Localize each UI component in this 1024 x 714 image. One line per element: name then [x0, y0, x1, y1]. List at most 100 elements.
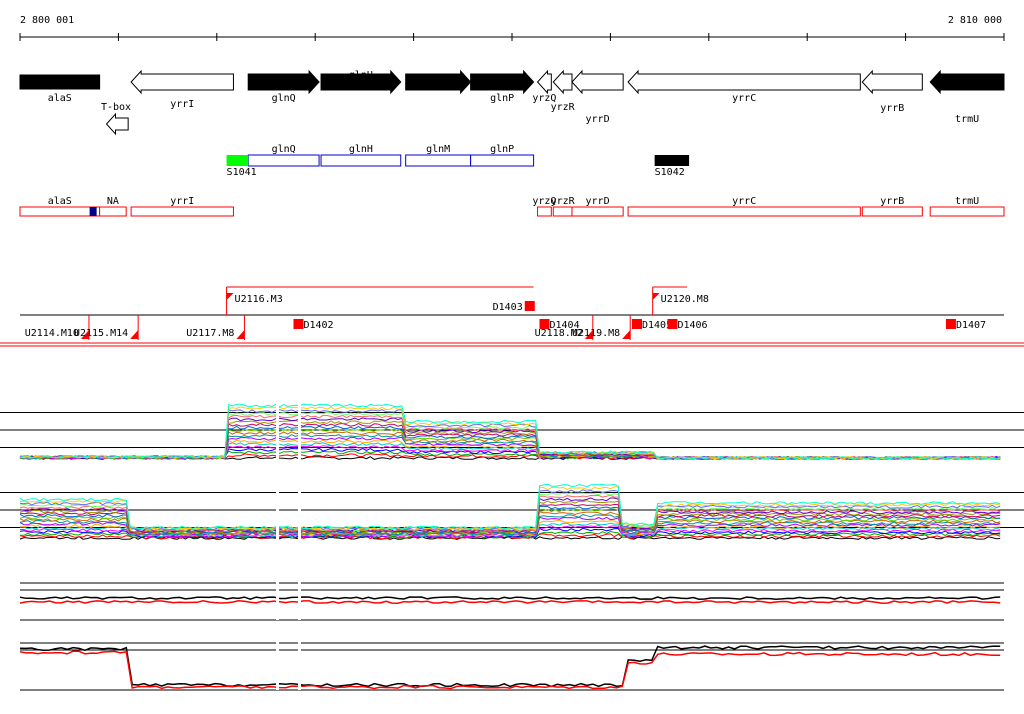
annotation-label-yrzQ: yrzQ	[532, 196, 556, 207]
segment-label-U2120.M8: U2120.M8	[661, 294, 709, 305]
site-marker-S1042[interactable]	[654, 155, 690, 166]
gene-label-glnH: glnH	[349, 70, 373, 81]
gene-arrow-yrzQ[interactable]	[536, 69, 552, 95]
segment-flag[interactable]	[236, 330, 245, 339]
operon-box-glnM[interactable]	[405, 154, 472, 167]
summary-line	[19, 596, 1001, 600]
site-marker-S1041[interactable]	[226, 155, 249, 166]
panel-gap	[276, 580, 279, 620]
segment-flag[interactable]	[652, 293, 660, 300]
operon-label-glnP: glnP	[490, 144, 514, 155]
tbox-arrow	[105, 112, 129, 136]
operon-track[interactable]: glnQ glnH glnM glnP S1041 S1042	[226, 144, 690, 178]
expression-line	[19, 500, 1001, 533]
marker-D1404[interactable]	[539, 319, 550, 329]
expression-line	[19, 403, 1001, 460]
gene-label-yrrD: yrrD	[586, 114, 610, 125]
expression-line	[20, 525, 1001, 538]
operon-label-glnQ: glnQ	[272, 144, 296, 155]
gene-arrow-yrrI[interactable]	[130, 69, 234, 95]
summary-panel-summary-reverse	[19, 640, 1004, 691]
operon-box-glnQ[interactable]	[247, 154, 320, 167]
annotation-label-NA: NA	[107, 196, 119, 207]
site-label-S1041: S1041	[227, 167, 257, 178]
marker-D1405[interactable]	[632, 319, 643, 329]
annotation-mark	[89, 207, 97, 216]
annotation-box-trmU[interactable]	[929, 206, 1005, 217]
gene-label-yrrB: yrrB	[880, 103, 904, 114]
gene-arrow-glnM[interactable]	[405, 69, 472, 95]
operon-label-glnM: glnM	[426, 144, 450, 155]
expression-line	[19, 533, 1001, 540]
segment-flag[interactable]	[80, 330, 89, 339]
gene-label-glnP: glnP	[490, 93, 514, 104]
expression-line	[19, 411, 1001, 460]
expression-panels	[0, 395, 1024, 691]
segment-label-U2114.M10: U2114.M10	[25, 328, 79, 339]
gene-arrow-yrrD[interactable]	[571, 69, 624, 95]
site-label-S1042: S1042	[655, 167, 685, 178]
gene-arrow-alaS[interactable]	[19, 74, 101, 90]
operon-label-glnH: glnH	[349, 144, 373, 155]
operon-box-glnP[interactable]	[470, 154, 535, 167]
annotation-box-yrrD[interactable]	[571, 206, 624, 217]
segment-label-U2118.M2: U2118.M2	[535, 328, 583, 339]
gene-arrow-yrzR[interactable]	[552, 69, 573, 95]
annotation-box-yrrC[interactable]	[627, 206, 861, 217]
annotation-label-alaS: alaS	[48, 196, 72, 207]
annotation-label-trmU: trmU	[955, 196, 979, 207]
panel-gap	[298, 475, 301, 545]
segment-flag[interactable]	[622, 330, 631, 339]
gene-label-yrrI: yrrI	[170, 99, 194, 110]
summary-line	[19, 645, 1001, 688]
summary-line	[19, 650, 1001, 690]
panel-gap	[298, 580, 301, 620]
marker-D1402[interactable]	[293, 319, 304, 329]
annotation-box-NA[interactable]	[99, 206, 127, 217]
annotation-label-yrzR: yrzR	[551, 196, 576, 207]
panel-gap	[298, 395, 301, 465]
segment-track[interactable]: U2116.M3 U2120.M8 D1403 D1402 D1404 D1405 D140…	[0, 286, 1024, 347]
marker-label-D1405: D1405	[642, 320, 672, 331]
annotation-box-alaS[interactable]	[19, 206, 101, 217]
annotation-label-yrrC: yrrC	[732, 196, 756, 207]
gene-label-yrzQ: yrzQ	[532, 93, 556, 104]
expression-panel-tiling-array-reverse	[0, 475, 1024, 545]
annotation-label-yrrI: yrrI	[170, 196, 194, 207]
annotation-box-yrrB[interactable]	[861, 206, 923, 217]
start-coordinate-label: 2 800 001	[20, 15, 74, 26]
operon-box-glnH[interactable]	[320, 154, 402, 167]
marker-D1403[interactable]	[524, 301, 535, 311]
segment-label-U2119.M8: U2119.M8	[572, 328, 620, 339]
marker-D1406[interactable]	[667, 319, 678, 329]
gene-arrow-yrrB[interactable]	[861, 69, 923, 95]
segment-label-U2117.M8: U2117.M8	[186, 328, 234, 339]
annotation-box-yrzR[interactable]	[552, 206, 573, 217]
gene-label-yrzR: yrzR	[551, 102, 576, 113]
annotation-box-yrrI[interactable]	[130, 206, 234, 217]
summary-panel-summary-forward	[19, 580, 1004, 621]
gene-label-yrrC: yrrC	[732, 93, 756, 104]
gene-label-glnQ: glnQ	[272, 93, 296, 104]
expression-panel-tiling-array-forward	[0, 395, 1024, 465]
summary-line	[19, 600, 1001, 604]
gene-label-alaS: alaS	[48, 93, 72, 104]
gene-arrow-glnQ[interactable]	[247, 69, 320, 95]
gene-arrow-trmU[interactable]	[929, 69, 1005, 95]
segment-flag[interactable]	[130, 330, 139, 339]
panel-gap	[276, 475, 279, 545]
marker-D1407[interactable]	[945, 319, 956, 329]
segment-label-U2115.M14: U2115.M14	[74, 328, 128, 339]
gene-arrow-yrrC[interactable]	[627, 69, 861, 95]
annotation-box-yrzQ[interactable]	[537, 206, 552, 217]
panel-gap	[298, 640, 301, 690]
segment-flag[interactable]	[226, 293, 234, 300]
gene-arrow-glnH[interactable]	[320, 69, 402, 95]
segment-flag[interactable]	[584, 330, 593, 339]
marker-label-D1407: D1407	[956, 320, 986, 331]
gene-arrow-glnP[interactable]	[470, 69, 535, 95]
annotation-label-yrrB: yrrB	[880, 196, 904, 207]
tbox-track: T-box	[101, 102, 131, 136]
